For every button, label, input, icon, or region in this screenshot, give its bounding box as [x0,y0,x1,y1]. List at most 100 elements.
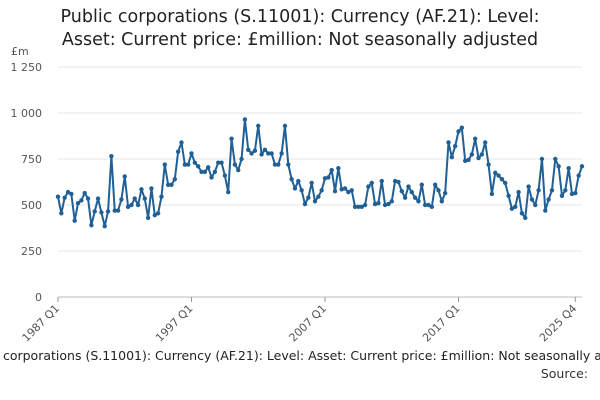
data-point[interactable] [442,190,448,196]
data-point[interactable] [132,196,137,201]
data-point[interactable] [262,147,268,152]
data-point[interactable] [149,186,154,191]
data-point[interactable] [466,157,471,163]
data-point[interactable] [266,151,271,156]
data-point[interactable] [389,199,394,204]
data-point[interactable] [543,208,548,213]
data-point[interactable] [195,164,201,169]
data-point[interactable] [536,188,541,193]
data-point[interactable] [82,190,87,196]
data-point[interactable] [199,169,204,175]
data-point[interactable] [102,223,107,229]
data-point[interactable] [85,196,91,201]
data-point[interactable] [503,180,508,186]
data-point[interactable] [499,177,505,182]
data-point[interactable] [299,188,304,193]
data-point[interactable] [559,193,565,198]
data-point[interactable] [549,188,555,193]
data-point[interactable] [439,199,445,204]
data-point[interactable] [229,136,234,141]
data-point[interactable] [129,202,134,208]
data-point[interactable] [326,175,331,180]
data-point[interactable] [105,209,111,214]
data-point[interactable] [222,173,228,178]
data-point[interactable] [329,167,334,173]
data-point[interactable] [452,143,458,149]
data-point[interactable] [286,162,291,167]
data-point[interactable] [339,187,344,192]
data-point[interactable] [349,188,354,193]
data-point[interactable] [579,164,585,169]
data-point[interactable] [232,162,238,167]
data-point[interactable] [573,190,578,196]
data-point[interactable] [112,208,117,213]
data-point[interactable] [489,191,495,197]
data-point[interactable] [306,195,311,200]
data-point[interactable] [139,187,144,192]
data-point[interactable] [362,202,368,208]
data-point[interactable] [406,184,411,189]
data-point[interactable] [169,182,174,187]
data-point[interactable] [145,215,151,221]
data-point[interactable] [216,160,221,165]
data-point[interactable] [226,189,231,195]
data-point[interactable] [556,164,561,169]
data-point[interactable] [519,211,525,216]
data-point[interactable] [212,169,218,175]
data-point[interactable] [382,202,388,208]
data-point[interactable] [69,191,74,197]
data-point[interactable] [539,156,545,162]
data-point[interactable] [302,201,308,207]
data-point[interactable] [576,173,581,178]
data-point[interactable] [276,162,281,167]
data-point[interactable] [469,152,475,157]
data-point[interactable] [509,206,515,211]
data-point[interactable] [493,170,498,175]
data-point[interactable] [312,199,318,204]
data-point[interactable] [529,197,535,202]
data-point[interactable] [142,196,147,201]
data-point[interactable] [89,223,94,228]
data-point[interactable] [566,166,571,171]
data-point[interactable] [486,162,491,167]
data-point[interactable] [416,199,421,204]
data-point[interactable] [159,194,164,199]
data-point[interactable] [179,140,184,145]
data-point[interactable] [513,204,518,210]
data-point[interactable] [359,204,364,210]
data-point[interactable] [122,174,127,179]
data-point[interactable] [72,218,77,223]
data-point[interactable] [202,169,208,175]
data-point[interactable] [185,162,191,167]
data-point[interactable] [62,195,67,200]
data-point[interactable] [65,189,71,195]
data-point[interactable] [95,196,101,201]
data-point[interactable] [332,189,338,194]
data-point[interactable] [563,188,568,193]
data-point[interactable] [175,149,181,154]
data-point[interactable] [79,198,84,203]
data-point[interactable] [432,182,438,187]
data-point[interactable] [472,136,478,141]
data-point[interactable] [242,117,248,122]
data-point[interactable] [533,202,538,208]
data-point[interactable] [239,156,244,162]
data-point[interactable] [336,166,341,171]
data-point[interactable] [553,156,558,162]
data-point[interactable] [119,197,124,202]
data-point[interactable] [346,189,351,195]
data-point[interactable] [322,176,328,181]
data-point[interactable] [172,177,178,182]
data-point[interactable] [59,211,64,216]
data-point[interactable] [496,173,501,178]
data-point[interactable] [99,210,104,215]
data-point[interactable] [155,211,161,216]
data-point[interactable] [182,162,188,167]
data-point[interactable] [272,162,278,167]
data-point[interactable] [352,204,358,210]
data-point[interactable] [396,179,401,185]
data-point[interactable] [269,151,274,156]
data-point[interactable] [165,182,171,187]
data-point[interactable] [115,208,121,213]
data-point[interactable] [92,209,97,214]
